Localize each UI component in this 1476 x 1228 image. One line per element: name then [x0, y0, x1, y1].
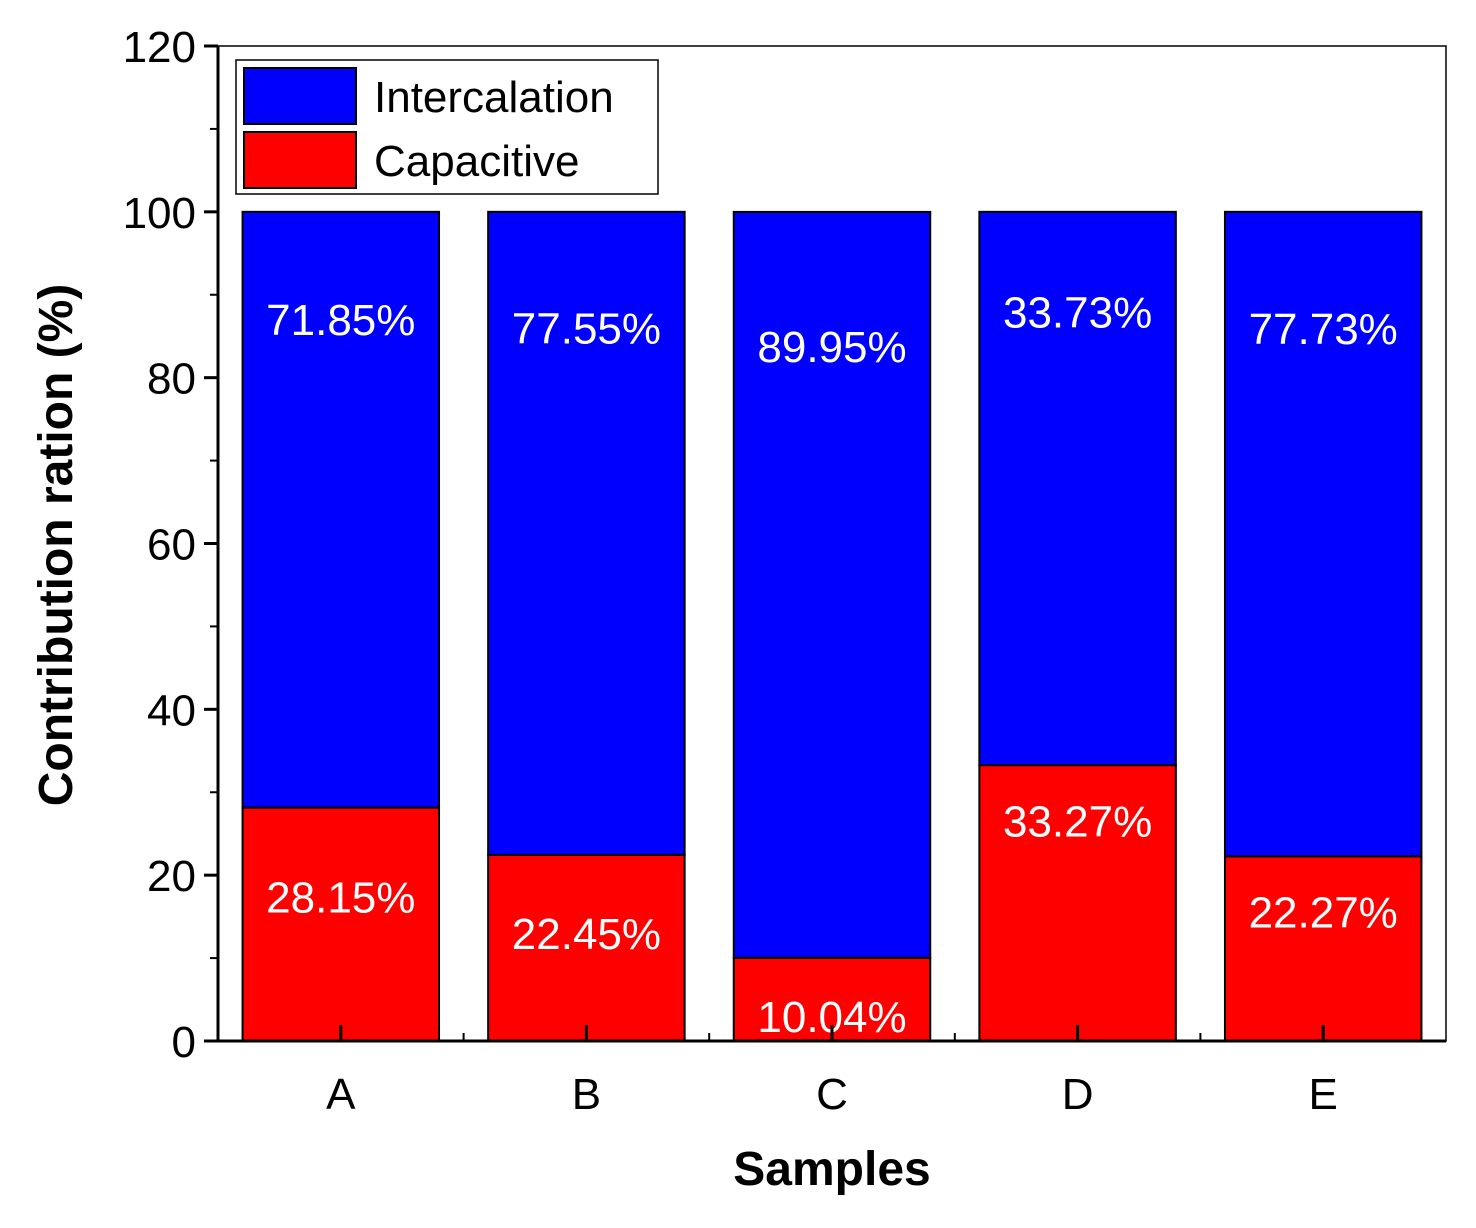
x-tick-label-b: B [572, 1070, 601, 1119]
bar-intercalation-c [732, 210, 932, 959]
y-tick-label-80: 80 [147, 355, 196, 404]
y-tick-label-40: 40 [147, 686, 196, 735]
legend-swatch-intercalation [243, 67, 357, 125]
x-tick-label-c: C [816, 1070, 848, 1119]
y-axis-title: Contribution ration (%) [30, 284, 83, 807]
bar-intercalation-a [241, 210, 441, 809]
y-tick-label-120: 120 [123, 23, 196, 72]
x-tick-label-d: D [1062, 1070, 1094, 1119]
data-label-intercalation-e: 77.73% [1249, 305, 1398, 354]
x-tick-label-a: A [326, 1070, 356, 1119]
data-label-capacitive-a: 28.15% [266, 873, 415, 922]
bars-layer [241, 210, 1423, 1043]
bar-intercalation-d [978, 210, 1177, 767]
legend: Intercalation Capacitive [235, 59, 659, 195]
bar-capacitive-e [1223, 855, 1423, 1043]
data-label-intercalation-c: 89.95% [757, 323, 906, 372]
data-labels-layer: 28.15%71.85%22.45%77.55%10.04%89.95%33.2… [266, 288, 1398, 1042]
data-label-intercalation-b: 77.55% [512, 305, 661, 354]
bar-capacitive-a [241, 806, 441, 1043]
data-label-capacitive-e: 22.27% [1249, 889, 1398, 938]
y-tick-label-100: 100 [123, 189, 196, 238]
legend-label-capacitive: Capacitive [374, 137, 579, 186]
y-tick-label-0: 0 [172, 1018, 196, 1067]
bar-intercalation-e [1223, 210, 1423, 858]
legend-label-intercalation: Intercalation [374, 73, 614, 122]
y-tick-label-20: 20 [147, 852, 196, 901]
x-tick-label-e: E [1309, 1070, 1338, 1119]
bar-intercalation-b [487, 210, 686, 856]
data-label-intercalation-a: 71.85% [266, 296, 415, 345]
data-label-capacitive-d: 33.27% [1003, 797, 1152, 846]
axes-layer: 0 20 40 60 80 100 120 A B C D E [123, 23, 1447, 1119]
data-label-capacitive-b: 22.45% [512, 910, 661, 959]
y-tick-label-60: 60 [147, 521, 196, 570]
x-axis-title: Samples [733, 1143, 930, 1196]
legend-swatch-capacitive [243, 131, 357, 189]
data-label-intercalation-d: 33.73% [1003, 288, 1152, 337]
